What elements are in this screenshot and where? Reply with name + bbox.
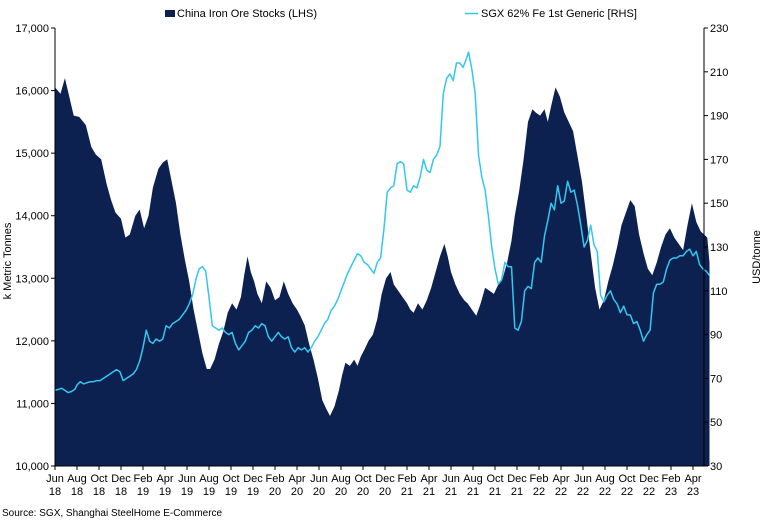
x-tick-label-year: 19	[203, 486, 215, 498]
x-tick-label-month: Apr	[156, 473, 173, 485]
right-tick-label: 130	[710, 242, 728, 254]
x-tick-label-month: Oct	[618, 473, 635, 485]
x-tick-label-month: Oct	[354, 473, 371, 485]
left-tick-label: 10,000	[15, 461, 49, 473]
x-tick-label-month: Feb	[134, 473, 153, 485]
x-tick-label-month: Jun	[442, 473, 460, 485]
x-tick-label-year: 22	[621, 486, 633, 498]
x-tick-label-month: Jun	[310, 473, 328, 485]
x-tick-label-year: 21	[445, 486, 457, 498]
left-axis-title: k Metric Tonnes	[2, 222, 14, 299]
series-area-china-iron-ore-stocks	[55, 78, 710, 466]
x-tick-label-month: Jun	[46, 473, 64, 485]
right-tick-label: 30	[710, 461, 722, 473]
source-note: Source: SGX, Shanghai SteelHome E-Commer…	[2, 508, 223, 519]
left-tick-label: 12,000	[15, 336, 49, 348]
x-tick-label-month: Aug	[463, 473, 483, 485]
x-tick-label-year: 18	[93, 486, 105, 498]
x-tick-label-year: 22	[599, 486, 611, 498]
x-tick-label-month: Aug	[331, 473, 351, 485]
x-tick-label-year: 20	[335, 486, 347, 498]
x-tick-label-month: Dec	[375, 473, 395, 485]
x-tick-label-year: 18	[49, 486, 61, 498]
right-tick-label: 110	[710, 286, 728, 298]
x-tick-label-year: 20	[379, 486, 391, 498]
x-tick-label-month: Jun	[178, 473, 196, 485]
x-tick-label-year: 21	[423, 486, 435, 498]
right-tick-label: 150	[710, 198, 728, 210]
x-tick-label-month: Jun	[574, 473, 592, 485]
x-tick-label-year: 23	[665, 486, 677, 498]
legend-swatch-stocks	[165, 10, 175, 17]
x-tick-label-month: Dec	[507, 473, 527, 485]
x-tick-label-year: 20	[269, 486, 281, 498]
x-tick-label-year: 19	[159, 486, 171, 498]
x-tick-label-year: 19	[181, 486, 193, 498]
x-tick-label-month: Aug	[595, 473, 615, 485]
left-axis: 10,000 11,000 12,000 13,000 14,000 15,000 16,0…	[15, 23, 56, 473]
x-tick-label-year: 20	[357, 486, 369, 498]
series-line-sgx-62-fe	[54, 51, 711, 394]
x-tick-label-month: Dec	[111, 473, 131, 485]
x-tick-label-year: 20	[291, 486, 303, 498]
right-tick-label: 70	[710, 373, 722, 385]
x-tick-label-year: 19	[225, 486, 237, 498]
x-tick-label-month: Apr	[684, 473, 701, 485]
right-tick-label: 210	[710, 67, 728, 79]
x-tick-label-month: Apr	[288, 473, 305, 485]
x-tick-label-year: 23	[687, 486, 699, 498]
x-tick-label-month: Dec	[639, 473, 659, 485]
x-tick-label-month: Oct	[90, 473, 107, 485]
left-tick-label: 15,000	[15, 148, 49, 160]
x-tick-label-month: Feb	[662, 473, 681, 485]
x-tick-label-year: 21	[489, 486, 501, 498]
x-tick-label-year: 21	[401, 486, 413, 498]
left-tick-label: 17,000	[15, 23, 49, 35]
x-tick-label-year: 19	[137, 486, 149, 498]
x-tick-label-month: Feb	[398, 473, 417, 485]
x-tick-label-year: 18	[71, 486, 83, 498]
x-tick-label-year: 22	[577, 486, 589, 498]
left-tick-label: 14,000	[15, 211, 49, 223]
legend-label-stocks: China Iron Ore Stocks (LHS)	[177, 8, 317, 20]
x-tick-label-month: Feb	[266, 473, 285, 485]
right-tick-label: 230	[710, 23, 728, 35]
right-tick-label: 90	[710, 330, 722, 342]
x-tick-label-year: 22	[533, 486, 545, 498]
right-axis: 30 50 70 90 110 130 150 170 190 210 230	[703, 23, 728, 473]
legend-label-sgx: SGX 62% Fe 1st Generic [RHS]	[481, 8, 637, 20]
right-tick-label: 50	[710, 417, 722, 429]
x-tick-label-month: Oct	[486, 473, 503, 485]
x-tick-label-month: Feb	[530, 473, 549, 485]
x-tick-label-year: 19	[247, 486, 259, 498]
x-axis: Jun18Aug18Oct18Dec18Feb19Apr19Jun19Aug19…	[46, 465, 704, 498]
left-tick-label: 16,000	[15, 86, 49, 98]
left-tick-label: 11,000	[16, 398, 49, 410]
x-tick-label-year: 22	[555, 486, 567, 498]
x-tick-label-year: 22	[643, 486, 655, 498]
plot-area	[54, 51, 711, 466]
x-tick-label-month: Dec	[243, 473, 263, 485]
x-tick-label-month: Oct	[222, 473, 239, 485]
x-tick-label-month: Apr	[420, 473, 437, 485]
left-tick-label: 13,000	[15, 273, 49, 285]
x-tick-label-year: 21	[467, 486, 479, 498]
x-tick-label-year: 18	[115, 486, 127, 498]
right-tick-label: 190	[710, 111, 728, 123]
x-tick-label-year: 21	[511, 486, 523, 498]
x-tick-label-month: Apr	[552, 473, 569, 485]
x-tick-label-month: Aug	[67, 473, 87, 485]
right-axis-title: USD/tonne	[751, 230, 763, 284]
x-tick-label-year: 20	[313, 486, 325, 498]
x-tick-label-month: Aug	[199, 473, 219, 485]
right-tick-label: 170	[710, 154, 728, 166]
legend: China Iron Ore Stocks (LHS) SGX 62% Fe 1…	[165, 8, 637, 20]
